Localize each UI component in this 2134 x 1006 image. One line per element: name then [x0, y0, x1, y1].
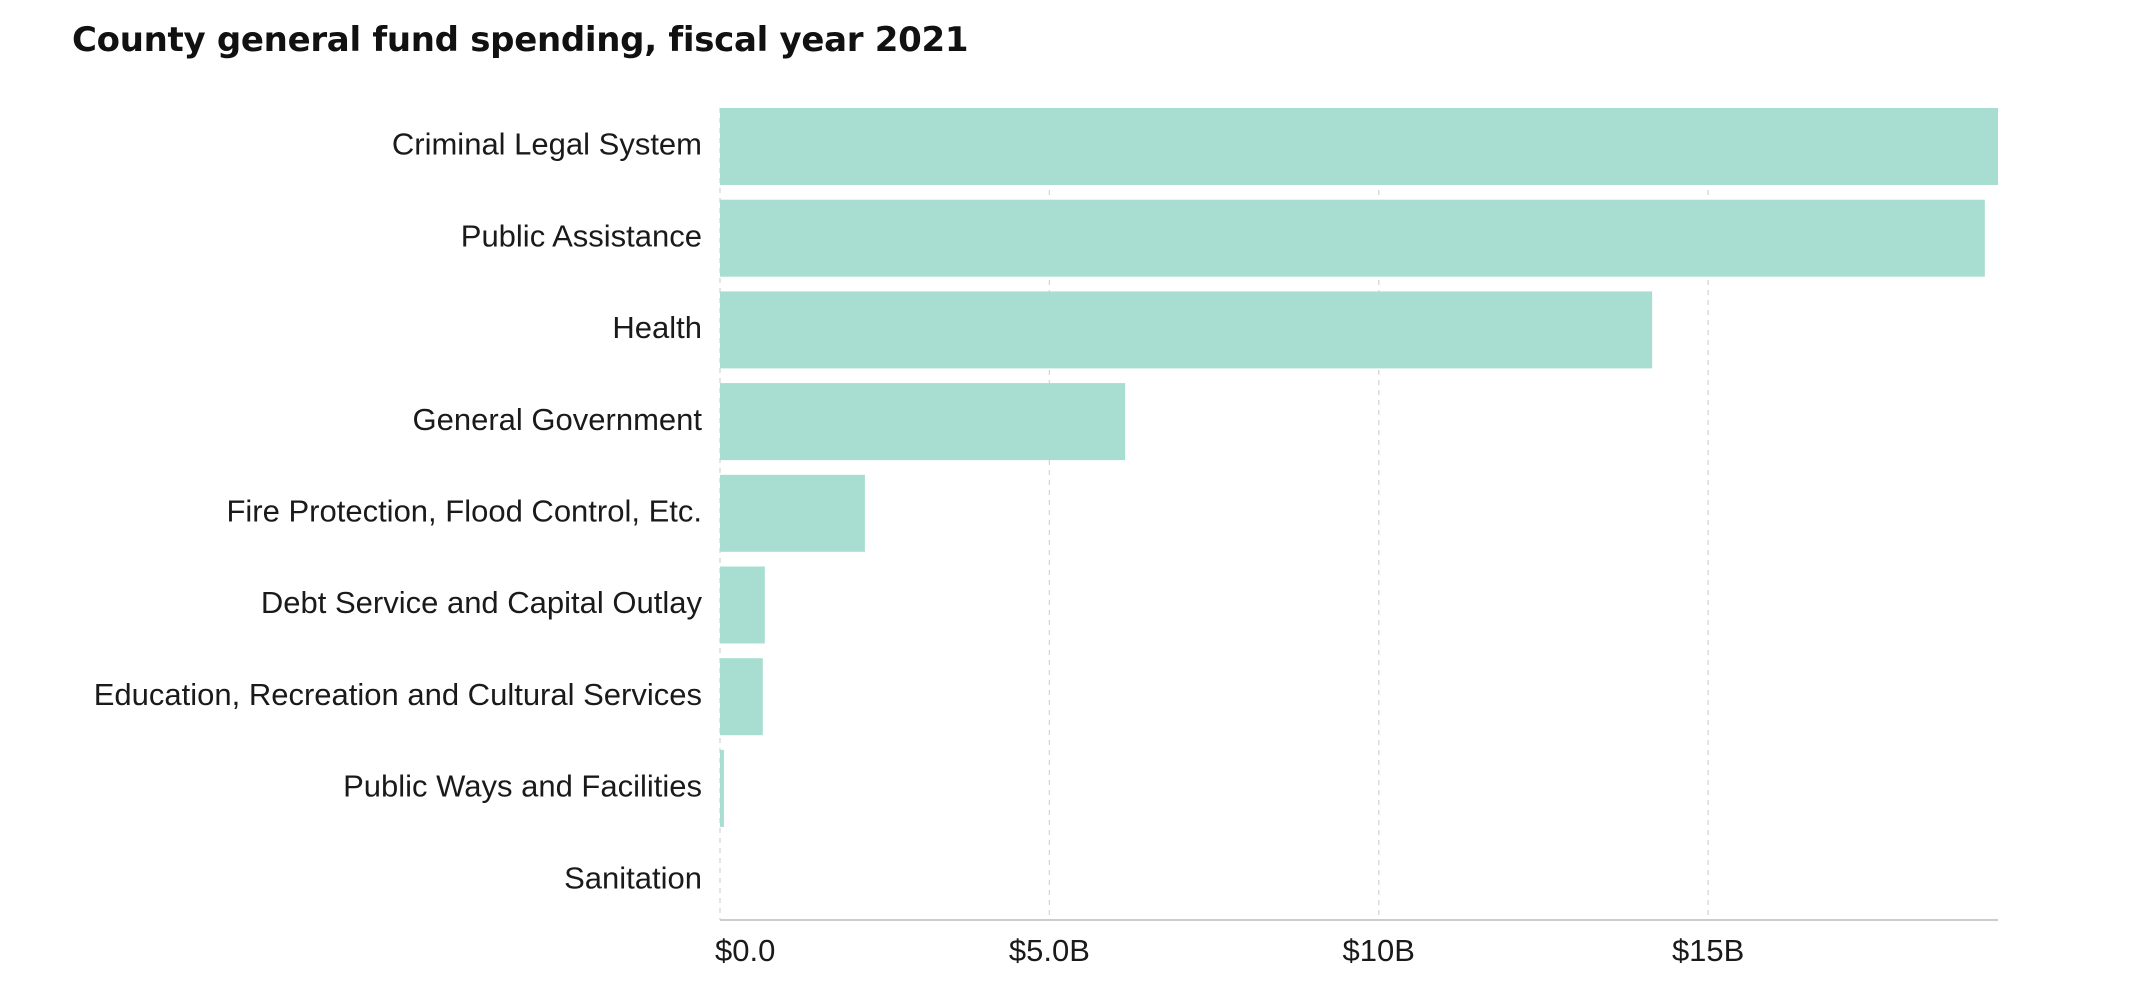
- x-tick-label: $5.0B: [1009, 933, 1090, 968]
- category-label: Public Ways and Facilities: [343, 769, 702, 804]
- x-tick-label: $10B: [1343, 933, 1415, 968]
- bar: [720, 383, 1126, 461]
- category-label: Public Assistance: [461, 218, 702, 253]
- category-labels: Criminal Legal System Public Assistance He…: [94, 127, 703, 896]
- category-label: Education, Recreation and Cultural Servi…: [94, 677, 702, 712]
- bar: [720, 199, 1985, 277]
- x-tick-label: $15B: [1672, 933, 1744, 968]
- chart-title: County general fund spending, fiscal yea…: [72, 20, 969, 60]
- category-label: Sanitation: [564, 860, 702, 895]
- category-label: General Government: [413, 402, 703, 437]
- bar: [720, 291, 1653, 369]
- bar: [720, 566, 765, 644]
- x-tick-label: $0.0: [715, 933, 775, 968]
- bar: [720, 749, 724, 827]
- bar: [720, 658, 763, 736]
- category-label: Criminal Legal System: [392, 127, 702, 162]
- category-label: Health: [612, 310, 702, 345]
- bar: [720, 108, 1998, 185]
- bar: [720, 474, 865, 552]
- category-label: Debt Service and Capital Outlay: [261, 585, 703, 620]
- bars: [720, 108, 1998, 827]
- category-label: Fire Protection, Flood Control, Etc.: [226, 493, 702, 528]
- x-axis: $0.0 $5.0B $10B $15B: [715, 919, 1998, 968]
